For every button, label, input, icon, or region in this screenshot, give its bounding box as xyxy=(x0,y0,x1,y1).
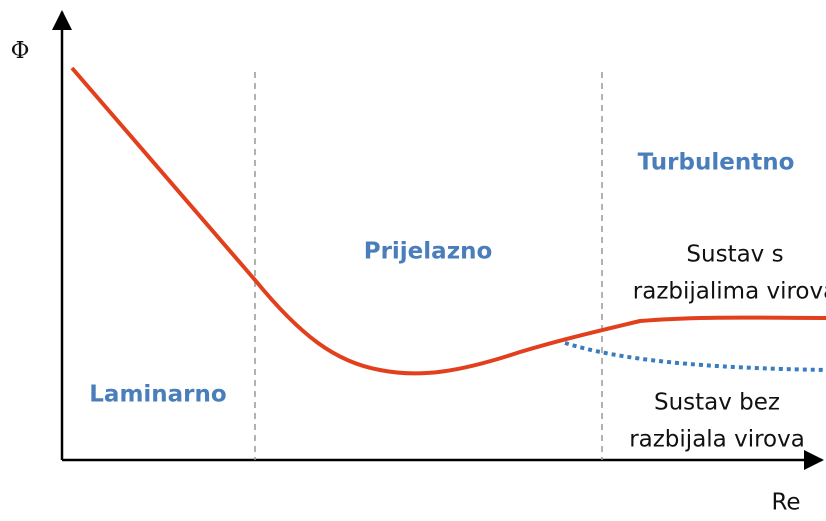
curve-label: razbijalima virova xyxy=(633,279,826,305)
y-label: Φ xyxy=(11,38,30,64)
region-label: Laminarno xyxy=(89,382,226,408)
curve-label: razbijala virova xyxy=(629,427,805,453)
region-label: Prijelazno xyxy=(364,239,493,265)
region-label: Turbulentno xyxy=(638,150,795,176)
x-label: Re xyxy=(771,490,800,516)
curve-label: Sustav s xyxy=(686,242,783,268)
curve-label: Sustav bez xyxy=(654,390,780,416)
curve-without xyxy=(564,341,826,372)
curve-with xyxy=(70,66,826,376)
